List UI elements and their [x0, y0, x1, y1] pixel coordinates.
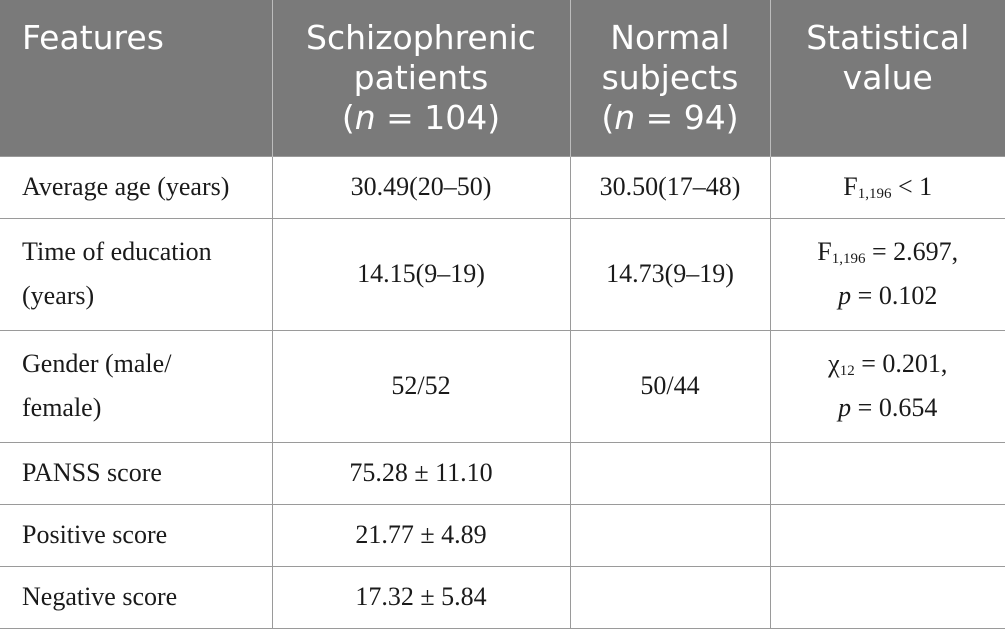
- table-row-panss-score: PANSS score 75.28 ± 11.10: [0, 441, 1005, 504]
- cell-normal: 50/44: [570, 329, 771, 442]
- cell-stat: χ12 = 0.201, p = 0.654: [770, 329, 1005, 442]
- cell-stat: [770, 441, 1005, 504]
- table-header: Features Schizophrenic patients (n = 104…: [0, 0, 1005, 156]
- header-normal-subjects: Normal subjects (n = 94): [570, 0, 771, 156]
- cell-normal: [570, 503, 771, 566]
- demographics-table: Features Schizophrenic patients (n = 104…: [0, 0, 1005, 629]
- cell-stat: [770, 565, 1005, 629]
- cell-stat: [770, 503, 1005, 566]
- cell-feature: PANSS score: [0, 441, 273, 504]
- cell-normal: 14.73(9–19): [570, 217, 771, 330]
- cell-stat: F1,196 = 2.697, p = 0.102: [770, 217, 1005, 330]
- cell-normal: [570, 565, 771, 629]
- cell-normal: [570, 441, 771, 504]
- cell-feature: Average age (years): [0, 155, 273, 218]
- cell-patients: 17.32 ± 5.84: [272, 565, 571, 629]
- cell-patients: 14.15(9–19): [272, 217, 571, 330]
- table-row-average-age: Average age (years) 30.49(20–50) 30.50(1…: [0, 155, 1005, 218]
- header-schizophrenic-patients: Schizophrenic patients (n = 104): [272, 0, 571, 156]
- cell-normal: 30.50(17–48): [570, 155, 771, 218]
- cell-feature: Positive score: [0, 503, 273, 566]
- header-normal-n: (n = 94): [601, 98, 739, 137]
- cell-patients: 52/52: [272, 329, 571, 442]
- table-row-negative-score: Negative score 17.32 ± 5.84: [0, 565, 1005, 629]
- cell-feature: Gender (male/ female): [0, 329, 273, 442]
- cell-stat: F1,196 < 1: [770, 155, 1005, 218]
- header-features: Features: [0, 0, 273, 156]
- cell-patients: 75.28 ± 11.10: [272, 441, 571, 504]
- table-row-positive-score: Positive score 21.77 ± 4.89: [0, 503, 1005, 566]
- table-row-gender: Gender (male/ female) 52/52 50/44 χ12 = …: [0, 329, 1005, 442]
- cell-feature: Negative score: [0, 565, 273, 629]
- cell-patients: 30.49(20–50): [272, 155, 571, 218]
- table-row-time-of-education: Time of education (years) 14.15(9–19) 14…: [0, 217, 1005, 330]
- header-statistical-value: Statistical value: [770, 0, 1005, 156]
- cell-feature: Time of education (years): [0, 217, 273, 330]
- cell-patients: 21.77 ± 4.89: [272, 503, 571, 566]
- header-patients-n: (n = 104): [341, 98, 501, 137]
